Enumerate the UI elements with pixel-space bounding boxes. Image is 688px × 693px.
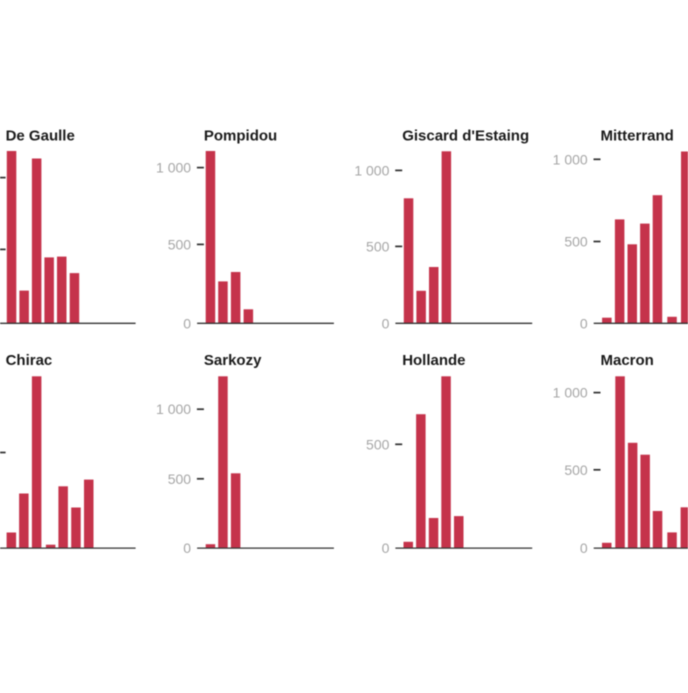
svg-text:De Gaulle: De Gaulle [6, 127, 75, 144]
svg-text:500: 500 [564, 234, 588, 250]
svg-text:1 000: 1 000 [354, 162, 389, 178]
svg-text:500: 500 [168, 236, 192, 252]
svg-text:500: 500 [168, 471, 192, 487]
svg-text:0: 0 [183, 315, 191, 331]
svg-text:1 000: 1 000 [156, 160, 191, 176]
svg-text:0: 0 [580, 540, 588, 556]
svg-text:Sarkozy: Sarkozy [204, 352, 262, 369]
svg-text:500: 500 [366, 436, 390, 452]
svg-text:0: 0 [382, 315, 390, 331]
svg-text:500: 500 [366, 238, 390, 254]
svg-text:Chirac: Chirac [6, 352, 53, 369]
svg-text:0: 0 [382, 540, 390, 556]
svg-text:0: 0 [580, 315, 588, 331]
svg-text:Mitterrand: Mitterrand [601, 127, 674, 144]
svg-text:500: 500 [564, 462, 588, 478]
svg-text:1 000: 1 000 [156, 401, 191, 417]
svg-text:1 000: 1 000 [553, 385, 588, 401]
svg-text:Macron: Macron [601, 352, 654, 369]
svg-text:Giscard d'Estaing: Giscard d'Estaing [402, 127, 529, 144]
svg-text:Hollande: Hollande [402, 352, 465, 369]
svg-text:Pompidou: Pompidou [204, 127, 277, 144]
svg-text:0: 0 [183, 540, 191, 556]
svg-text:1 000: 1 000 [553, 151, 588, 167]
